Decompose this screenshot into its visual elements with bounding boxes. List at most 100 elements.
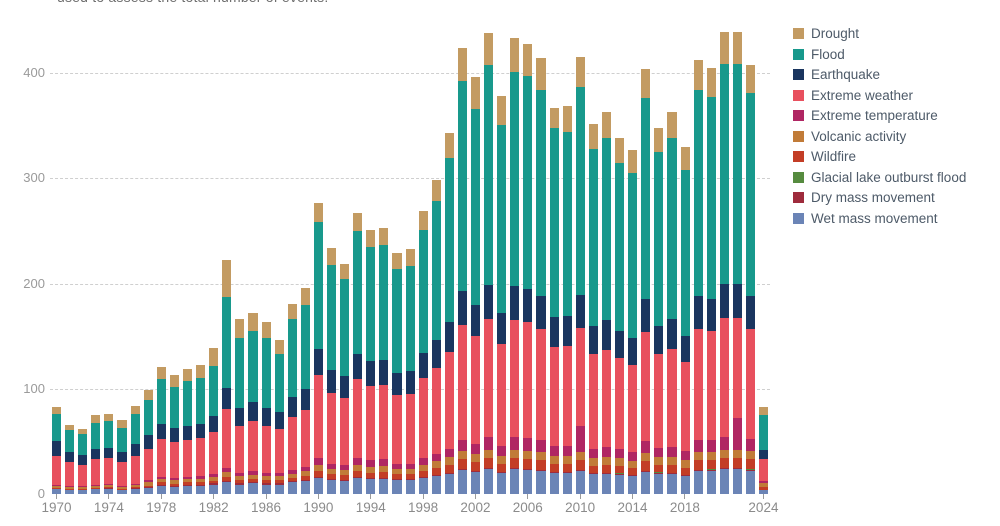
bar-segment-volcanic-activity[interactable]: [706, 451, 716, 461]
bar-segment-wet-mass-movement[interactable]: [156, 485, 166, 494]
bar-segment-extreme-weather[interactable]: [732, 318, 742, 419]
bar-segment-wet-mass-movement[interactable]: [575, 470, 585, 494]
bar-segment-extreme-weather[interactable]: [680, 362, 690, 451]
bar-segment-dry-mass-movement[interactable]: [615, 474, 625, 476]
bar-segment-volcanic-activity[interactable]: [117, 486, 127, 489]
bar-segment-wet-mass-movement[interactable]: [667, 474, 677, 494]
bar-segment-extreme-weather[interactable]: [248, 421, 258, 471]
bar-segment-extreme-temperature[interactable]: [182, 477, 193, 480]
bar-segment-volcanic-activity[interactable]: [654, 457, 664, 465]
bar-segment-drought[interactable]: [575, 57, 585, 87]
bar-segment-flood[interactable]: [418, 229, 428, 354]
bar-segment-flood[interactable]: [457, 81, 467, 291]
bar-2002[interactable]: [471, 77, 481, 494]
bar-segment-flood[interactable]: [588, 148, 598, 326]
bar-segment-drought[interactable]: [379, 227, 389, 245]
bar-segment-volcanic-activity[interactable]: [52, 485, 62, 488]
bar-segment-volcanic-activity[interactable]: [601, 457, 612, 465]
bar-segment-earthquake[interactable]: [444, 322, 454, 352]
bar-segment-volcanic-activity[interactable]: [274, 476, 284, 481]
bar-segment-wet-mass-movement[interactable]: [693, 470, 703, 494]
bar-segment-earthquake[interactable]: [601, 320, 612, 350]
bar-segment-flood[interactable]: [78, 434, 88, 456]
bar-segment-extreme-weather[interactable]: [615, 358, 625, 449]
bar-2017[interactable]: [667, 112, 677, 494]
bar-segment-wet-mass-movement[interactable]: [287, 482, 297, 494]
bar-segment-wildfire[interactable]: [287, 478, 297, 482]
bar-1992[interactable]: [340, 263, 350, 494]
bar-segment-earthquake[interactable]: [680, 336, 690, 363]
bar-segment-earthquake[interactable]: [575, 295, 585, 328]
bar-segment-flood[interactable]: [405, 265, 415, 371]
bar-segment-extreme-weather[interactable]: [52, 456, 62, 485]
bar-segment-drought[interactable]: [510, 38, 520, 72]
bar-segment-dry-mass-movement[interactable]: [745, 469, 756, 471]
bar-segment-wildfire[interactable]: [693, 460, 703, 470]
bar-segment-extreme-temperature[interactable]: [209, 474, 219, 478]
bar-segment-drought[interactable]: [562, 105, 572, 132]
legend-item-extreme-temperature[interactable]: Extreme temperature: [793, 109, 966, 122]
bar-1973[interactable]: [91, 415, 101, 494]
bar-segment-extreme-temperature[interactable]: [52, 484, 62, 486]
bar-segment-drought[interactable]: [235, 319, 245, 339]
bar-segment-volcanic-activity[interactable]: [326, 468, 337, 475]
bar-segment-wildfire[interactable]: [209, 481, 219, 484]
bar-segment-volcanic-activity[interactable]: [484, 449, 494, 459]
bar-segment-extreme-weather[interactable]: [182, 440, 193, 478]
bar-2014[interactable]: [628, 149, 638, 494]
bar-segment-wildfire[interactable]: [680, 467, 690, 476]
bar-segment-earthquake[interactable]: [654, 325, 664, 355]
bar-1975[interactable]: [117, 420, 127, 494]
bar-segment-wildfire[interactable]: [353, 470, 363, 478]
bar-segment-earthquake[interactable]: [523, 288, 533, 323]
bar-segment-volcanic-activity[interactable]: [287, 474, 297, 479]
bar-segment-wildfire[interactable]: [274, 480, 284, 484]
bar-segment-flood[interactable]: [340, 279, 350, 377]
bar-segment-dry-mass-movement[interactable]: [680, 475, 690, 477]
bar-segment-extreme-temperature[interactable]: [641, 441, 651, 453]
bar-segment-dry-mass-movement[interactable]: [719, 467, 729, 469]
bar-segment-wet-mass-movement[interactable]: [169, 486, 179, 494]
bar-segment-extreme-temperature[interactable]: [575, 425, 585, 452]
bar-segment-wet-mass-movement[interactable]: [366, 479, 376, 494]
bar-segment-flood[interactable]: [248, 330, 258, 403]
bar-segment-wet-mass-movement[interactable]: [588, 474, 598, 494]
bar-segment-extreme-weather[interactable]: [575, 327, 585, 426]
bar-segment-volcanic-activity[interactable]: [418, 464, 428, 471]
bar-segment-wet-mass-movement[interactable]: [536, 470, 546, 494]
bar-segment-wildfire[interactable]: [313, 470, 323, 478]
bar-segment-drought[interactable]: [78, 428, 88, 435]
bar-2011[interactable]: [588, 123, 598, 494]
bar-segment-drought[interactable]: [431, 180, 441, 202]
bar-segment-volcanic-activity[interactable]: [379, 465, 389, 472]
bar-segment-wet-mass-movement[interactable]: [471, 471, 481, 494]
bar-segment-wet-mass-movement[interactable]: [91, 488, 101, 494]
bar-segment-wet-mass-movement[interactable]: [248, 483, 258, 494]
bar-segment-flood[interactable]: [484, 64, 494, 285]
bar-segment-extreme-temperature[interactable]: [379, 459, 389, 466]
bar-segment-wildfire[interactable]: [379, 471, 389, 479]
bar-segment-dry-mass-movement[interactable]: [379, 478, 389, 480]
bar-segment-drought[interactable]: [300, 287, 310, 305]
bar-segment-dry-mass-movement[interactable]: [732, 467, 742, 469]
bar-segment-flood[interactable]: [182, 381, 193, 426]
bar-segment-flood[interactable]: [379, 244, 389, 361]
bar-segment-drought[interactable]: [326, 247, 337, 265]
bar-segment-extreme-temperature[interactable]: [667, 446, 677, 458]
bar-segment-wildfire[interactable]: [719, 458, 729, 468]
legend-item-extreme-weather[interactable]: Extreme weather: [793, 88, 966, 102]
bar-segment-volcanic-activity[interactable]: [457, 450, 467, 460]
bar-segment-earthquake[interactable]: [418, 353, 428, 379]
bar-segment-dry-mass-movement[interactable]: [248, 482, 258, 484]
legend-item-wet-mass-movement[interactable]: Wet mass movement: [793, 211, 966, 225]
bar-segment-volcanic-activity[interactable]: [444, 457, 454, 465]
bar-segment-wet-mass-movement[interactable]: [261, 484, 271, 494]
bar-segment-extreme-weather[interactable]: [641, 331, 651, 442]
bar-2020[interactable]: [706, 67, 716, 494]
bar-segment-flood[interactable]: [353, 230, 363, 355]
bar-2021[interactable]: [719, 32, 729, 494]
bar-segment-extreme-weather[interactable]: [510, 320, 520, 438]
bar-segment-extreme-temperature[interactable]: [91, 484, 101, 486]
bar-segment-flood[interactable]: [274, 354, 284, 412]
bar-segment-earthquake[interactable]: [457, 290, 467, 325]
